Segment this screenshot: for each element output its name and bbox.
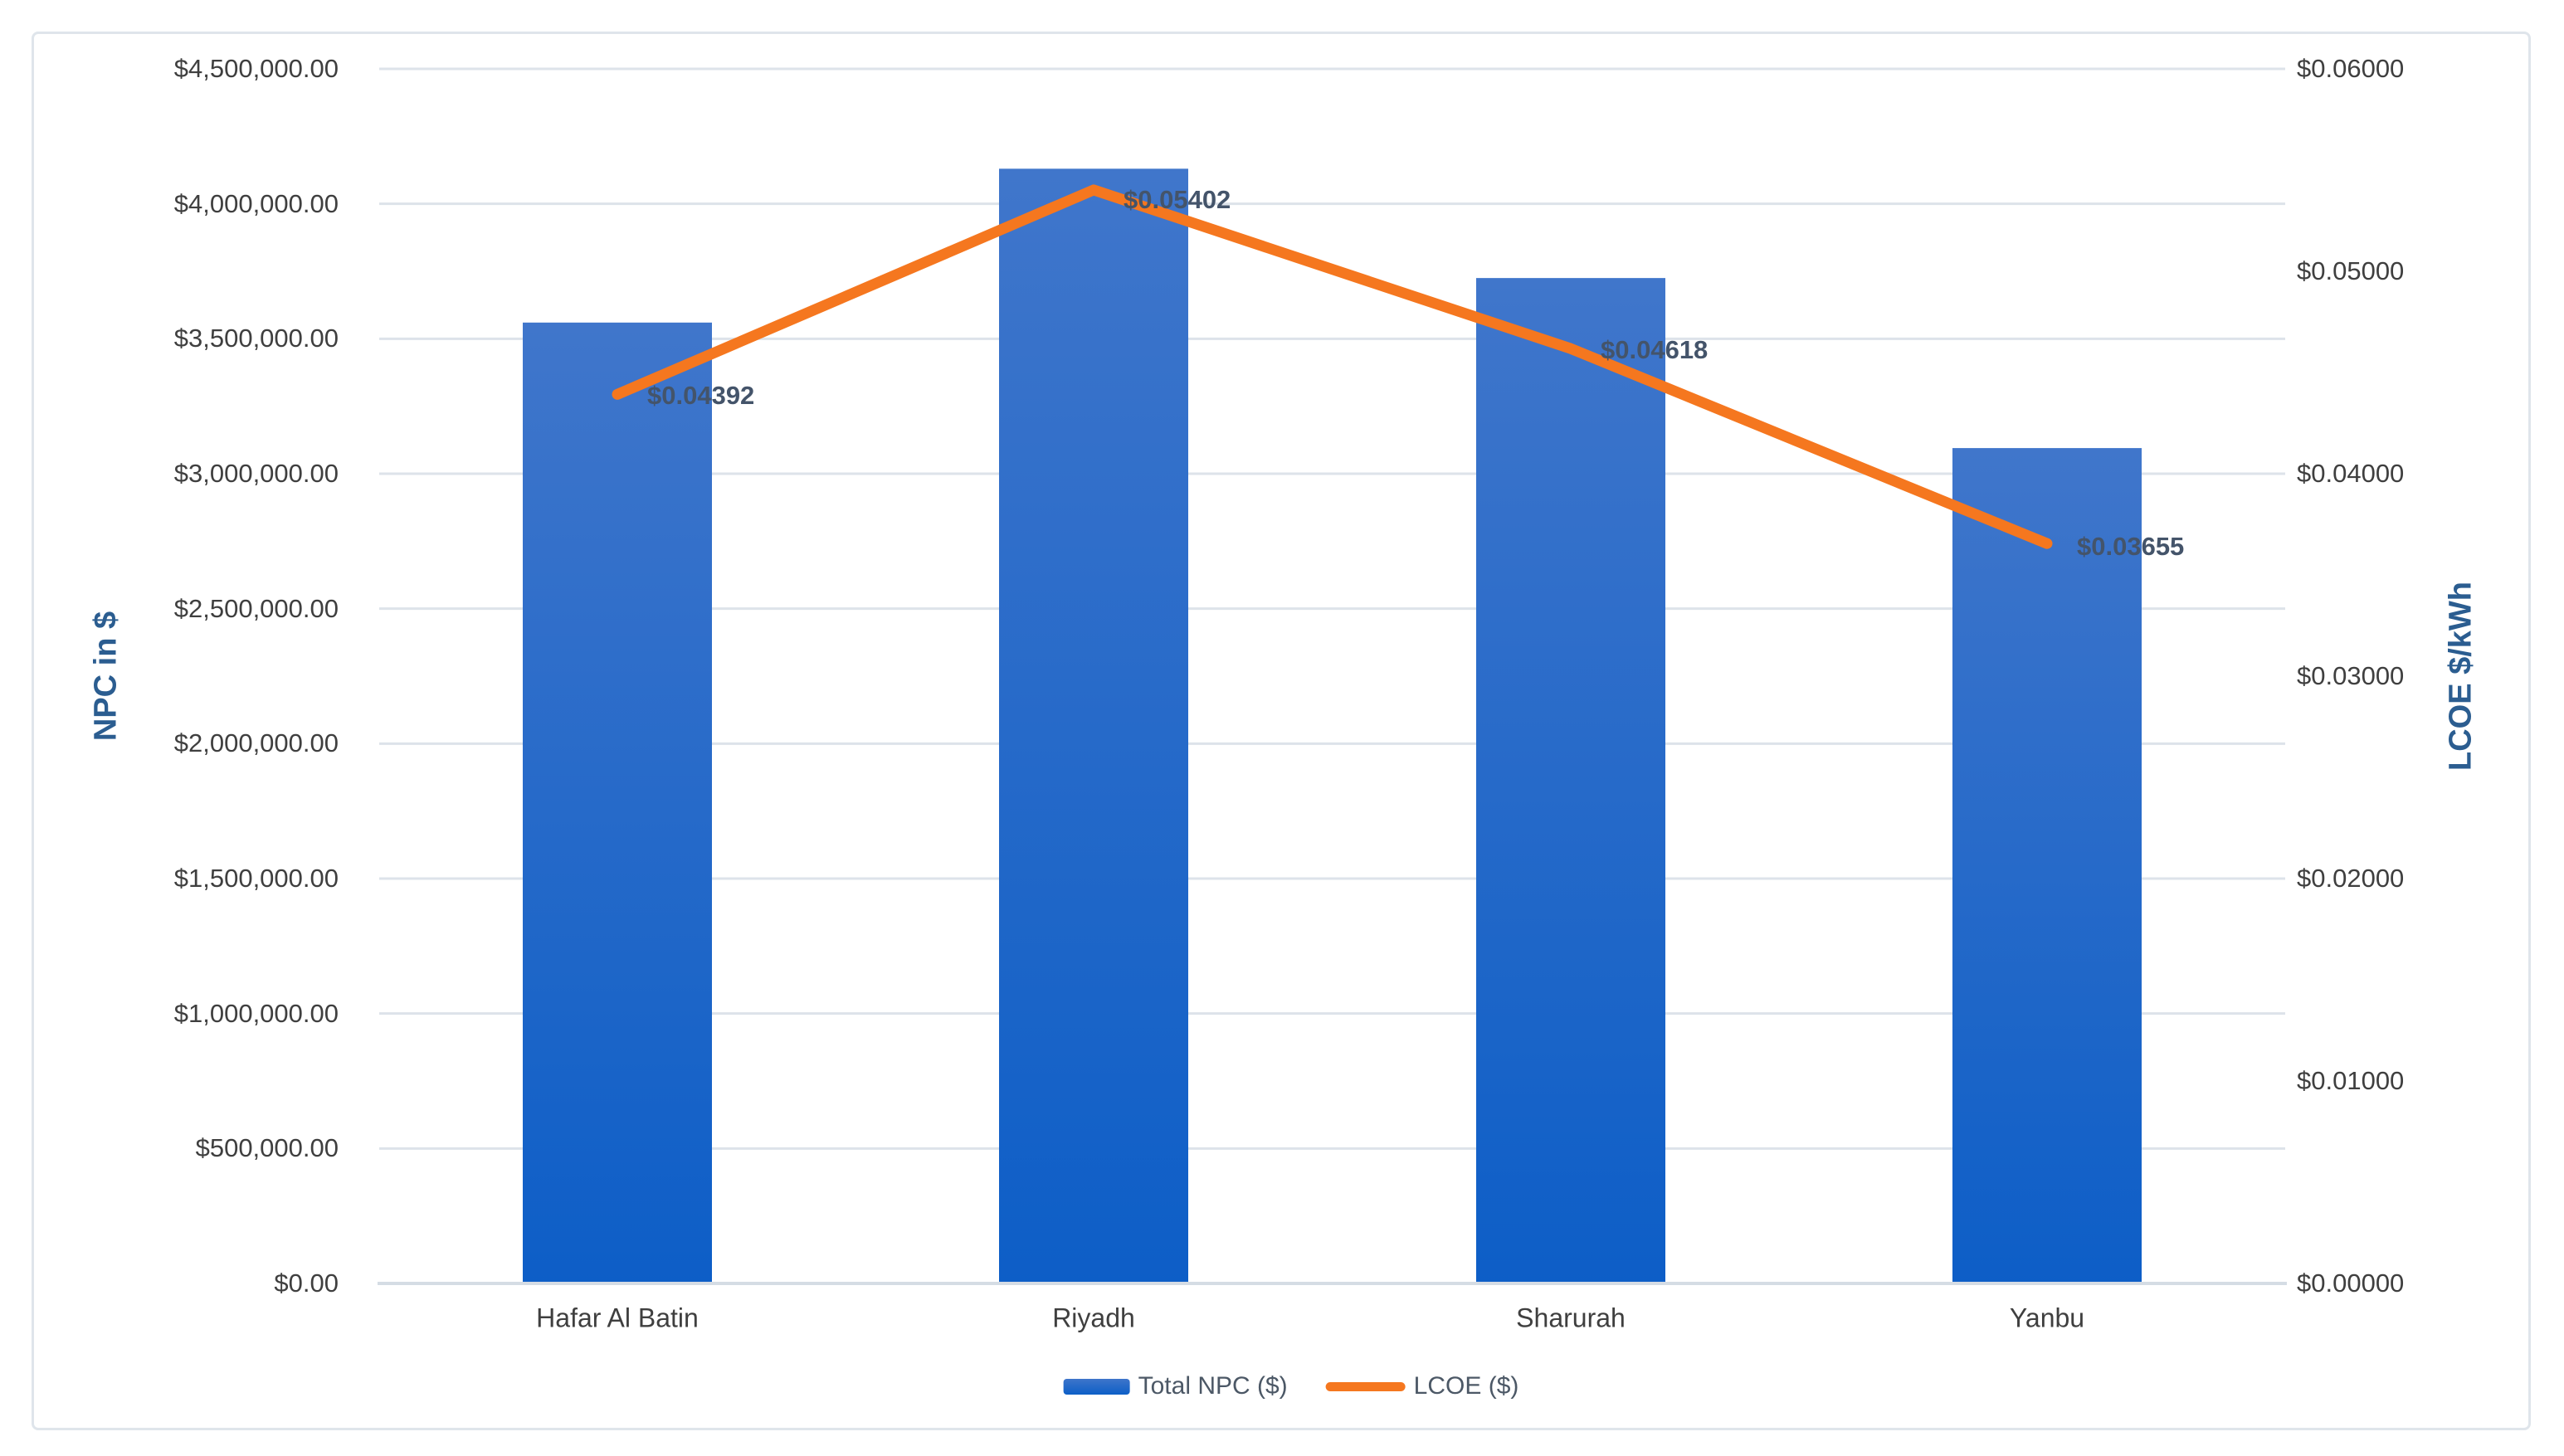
legend-item-lcoe: LCOE ($) [1325,1372,1519,1400]
left-axis-title: NPC in $ [88,611,124,742]
left-axis-tick-label: $2,500,000.00 [173,593,339,623]
bar-sharurah [1476,278,1665,1284]
left-axis-tick-label: $1,000,000.00 [173,998,339,1028]
line-data-label: $0.04392 [647,381,755,411]
right-axis-tick-label: $0.06000 [2297,54,2405,83]
right-axis-tick-label: $0.05000 [2297,256,2405,285]
line-data-label: $0.04618 [1601,335,1709,365]
category-label: Riyadh [1052,1303,1135,1333]
line-data-label: $0.05402 [1124,184,1231,214]
bar-yanbu [1952,448,2142,1283]
category-label: Hafar Al Batin [536,1303,699,1333]
left-axis-tick-label: $3,000,000.00 [173,459,339,488]
category-label: Yanbu [2009,1303,2085,1333]
left-axis-tick-label: $4,500,000.00 [173,54,339,83]
bar-riyadh [999,168,1188,1284]
right-axis-title: LCOE $/kWh [2443,581,2479,772]
lcoe-line [612,184,2053,549]
line-swatch-icon [1325,1381,1406,1391]
right-axis-tick-label: $0.01000 [2297,1066,2405,1095]
line-data-label: $0.03655 [2077,532,2185,562]
left-axis-tick-label: $3,500,000.00 [173,324,339,353]
category-label: Sharurah [1516,1303,1626,1333]
legend: Total NPC ($) LCOE ($) [1063,1372,1519,1400]
left-axis-tick-label: $4,000,000.00 [173,188,339,218]
right-axis-tick-label: $0.00000 [2297,1269,2405,1298]
left-axis-tick-label: $0.00 [274,1269,339,1298]
right-axis-tick-label: $0.02000 [2297,864,2405,893]
left-axis-tick-label: $1,500,000.00 [173,864,339,893]
legend-item-total-npc: Total NPC ($) [1063,1372,1288,1400]
legend-label: LCOE ($) [1413,1372,1519,1400]
right-axis-tick-label: $0.03000 [2297,661,2405,690]
right-axis-tick-label: $0.04000 [2297,459,2405,488]
bar-swatch-icon [1063,1378,1130,1395]
left-axis-tick-label: $2,000,000.00 [173,728,339,758]
left-axis-tick-label: $500,000.00 [195,1133,339,1163]
legend-label: Total NPC ($) [1138,1372,1288,1400]
bar-hafar-al-batin [523,322,712,1283]
